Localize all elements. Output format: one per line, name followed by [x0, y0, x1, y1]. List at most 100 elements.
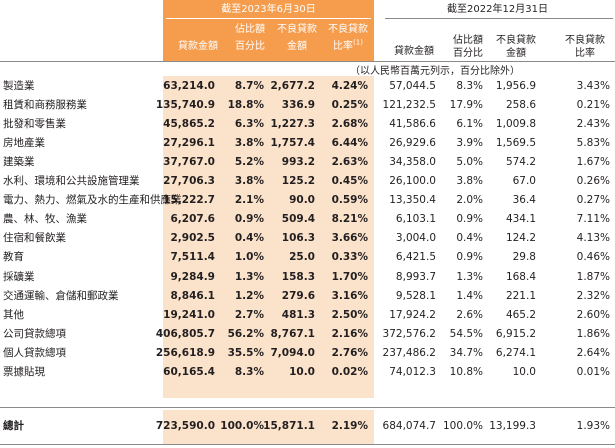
npl-amount-2023: 279.6 — [281, 289, 315, 302]
npl-amount-2022: 465.2 — [505, 308, 536, 321]
body-highlight-2023 — [163, 76, 374, 398]
total-rule-top — [0, 407, 615, 408]
row-label: 電力、熱力、燃氣及水的生產和供應業 — [3, 194, 182, 207]
total-rule-bottom — [0, 444, 615, 445]
npl-ratio-2023: 6.44% — [331, 137, 368, 150]
npl-amount-2022: 168.4 — [505, 270, 536, 283]
share-2023: 18.8% — [227, 99, 264, 112]
npl-amount-2023: 481.3 — [281, 308, 315, 321]
row-label: 採礦業 — [3, 270, 35, 283]
share-2022: 17.9% — [449, 99, 483, 112]
loan-amount-2023: 6,207.6 — [170, 213, 215, 226]
col-6-line2: 百分比 — [453, 48, 483, 59]
share-2022: 2.6% — [456, 308, 483, 321]
share-2022: 1.4% — [456, 289, 483, 302]
npl-amount-2022: 29.8 — [512, 251, 536, 264]
npl-amount-2022: 258.6 — [505, 99, 536, 112]
share-2022: 34.7% — [449, 346, 483, 359]
npl-ratio-2023: 1.70% — [331, 270, 368, 283]
unit-note: （以人民幣百萬元列示，百分比除外） — [350, 66, 520, 77]
npl-ratio-2023: 3.66% — [331, 232, 368, 245]
share-2022: 8.3% — [456, 80, 483, 92]
npl-amount-2023: 8,767.1 — [270, 327, 315, 340]
npl-ratio-2022: 1.86% — [576, 327, 610, 340]
share-2023: 8.3% — [234, 365, 264, 378]
loan-amount-2022: 17,924.2 — [389, 308, 436, 321]
npl-amount-2022: 574.2 — [505, 156, 536, 169]
share-2023: 56.2% — [227, 327, 264, 340]
row-label: 房地產業 — [3, 137, 45, 150]
loan-amount-2023: 7,511.4 — [170, 251, 215, 264]
share-2022: 2.0% — [456, 194, 483, 207]
loan-amount-2023: 15,222.7 — [163, 194, 215, 207]
npl-ratio-2022: 0.27% — [576, 194, 610, 207]
share-2023: 2.1% — [234, 194, 264, 207]
period-2023: 截至2023年6月30日 — [221, 4, 316, 15]
npl-amount-2022: 10.0 — [512, 365, 536, 378]
loan-amount-2023: 45,865.2 — [163, 118, 215, 131]
npl-amount-2023: 2,677.2 — [270, 80, 315, 92]
npl-ratio-2022: 2.64% — [576, 346, 610, 359]
npl-ratio-2022: 1.87% — [576, 270, 610, 283]
share-2023: 3.8% — [234, 175, 264, 188]
npl-ratio-2023: 0.45% — [331, 175, 368, 188]
row-label: 交通運輸、倉儲和郵政業 — [3, 289, 119, 302]
npl-ratio-2022: 2.60% — [576, 308, 610, 321]
npl-amount-2023: 158.3 — [281, 270, 315, 283]
npl-ratio-2023: 0.25% — [331, 99, 368, 112]
npl-amount-2022: 124.2 — [505, 232, 536, 245]
npl-ratio-2022: 1.67% — [576, 156, 610, 169]
row-label: 建築業 — [3, 156, 35, 169]
header-rule — [0, 61, 615, 62]
npl-amount-2022: 1,009.8 — [495, 118, 536, 131]
npl-ratio-2022: 0.21% — [576, 99, 610, 112]
loan-amount-2022: 237,486.2 — [382, 346, 436, 359]
loan-amount-2023: 256,618.9 — [155, 346, 215, 359]
loan-amount-2022: 9,528.1 — [395, 289, 436, 302]
share-2022: 3.8% — [456, 175, 483, 188]
loan-amount-2022: 26,100.0 — [389, 175, 436, 188]
col-7-line2: 金額 — [506, 48, 526, 59]
npl-ratio-2022: 3.43% — [576, 80, 610, 92]
total-npl-ratio-2022: 1.93% — [576, 420, 610, 432]
npl-ratio-2023: 2.76% — [331, 346, 368, 359]
loan-amount-2022: 121,232.5 — [382, 99, 436, 112]
npl-ratio-2023: 2.50% — [331, 308, 368, 321]
share-2023: 1.2% — [234, 289, 264, 302]
npl-amount-2023: 125.2 — [281, 175, 315, 188]
npl-ratio-2022: 0.46% — [576, 251, 610, 264]
npl-ratio-2022: 2.43% — [576, 118, 610, 131]
row-label: 租賃和商務服務業 — [3, 99, 87, 112]
total-label: 總計 — [3, 420, 24, 432]
share-2022: 0.4% — [456, 232, 483, 245]
npl-ratio-2022: 0.26% — [576, 175, 610, 188]
npl-amount-2023: 993.2 — [281, 156, 315, 169]
col-3-line2: 金額 — [287, 41, 307, 52]
npl-ratio-2022: 5.83% — [576, 137, 610, 150]
npl-ratio-2023: 4.24% — [331, 80, 368, 92]
rule-2023 — [166, 18, 371, 19]
total-share-2023: 100.0% — [220, 420, 264, 432]
npl-ratio-2023: 2.68% — [331, 118, 368, 131]
npl-ratio-2022: 4.13% — [576, 232, 610, 245]
header-highlight-2023 — [163, 0, 374, 61]
total-loan-amount-2022: 684,074.7 — [382, 420, 436, 432]
loan-amount-2023: 8,846.1 — [170, 289, 215, 302]
total-npl-ratio-2023: 2.19% — [331, 420, 368, 432]
share-2022: 6.1% — [456, 118, 483, 131]
col-2-line1: 佔比額 — [235, 24, 265, 35]
npl-ratio-2023: 2.63% — [331, 156, 368, 169]
npl-amount-2022: 1,956.9 — [495, 80, 536, 92]
share-2022: 3.9% — [456, 137, 483, 150]
npl-amount-2023: 1,227.3 — [270, 118, 315, 131]
rule-2022 — [385, 18, 613, 19]
npl-ratio-2022: 7.11% — [576, 213, 610, 226]
loan-amount-2023: 9,284.9 — [170, 270, 215, 283]
share-2023: 3.8% — [234, 137, 264, 150]
npl-ratio-2022: 2.32% — [576, 289, 610, 302]
loan-amount-2022: 57,044.5 — [389, 80, 436, 92]
col-1-line2: 貸款金額 — [178, 41, 218, 52]
npl-amount-2023: 10.0 — [289, 365, 315, 378]
total-npl-amount-2022: 13,199.3 — [489, 420, 536, 432]
